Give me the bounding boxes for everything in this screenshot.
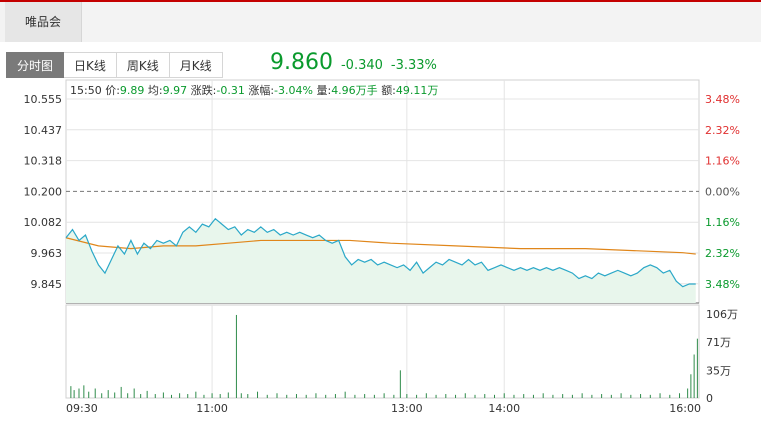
period-tabs: 分时图 日K线 周K线 月K线 (6, 52, 223, 78)
price-line (65, 217, 696, 288)
tab-intraday[interactable]: 分时图 (6, 52, 65, 78)
tab-monthly-k[interactable]: 月K线 (169, 52, 223, 78)
volume-tick-label: 35万 (706, 364, 731, 377)
info-pct-label: 涨幅: (248, 84, 275, 97)
time-tick-label: 16:00 (669, 402, 701, 415)
pct-tick-label: 2.32% (705, 247, 740, 260)
info-change: -0.31 (216, 84, 245, 97)
price-tick-label: 10.082 (24, 216, 63, 229)
info-avg: 9.97 (162, 84, 188, 97)
price-tick-label: 10.200 (24, 185, 63, 198)
info-amt: 49.11万 (395, 84, 439, 97)
price-change: -0.340 (340, 58, 383, 73)
price-tick-label: 10.437 (24, 124, 63, 137)
pct-tick-label: 3.48% (705, 278, 740, 291)
volume-tick-label: 71万 (706, 336, 731, 349)
info-change-label: 涨跌: (190, 84, 217, 97)
tab-weekly-k[interactable]: 周K线 (116, 52, 170, 78)
top-bar: 唯品会 (0, 0, 761, 42)
time-tick-label: 13:00 (391, 402, 423, 415)
time-tick-label: 14:00 (488, 402, 520, 415)
info-vol: 4.96万手 (331, 84, 378, 97)
time-tick-label: 11:00 (196, 402, 228, 415)
info-price-label: 价: (105, 84, 120, 97)
last-price: 9.860 (270, 50, 333, 75)
info-vol-label: 量: (316, 84, 332, 97)
tab-vipshop[interactable]: 唯品会 (5, 2, 82, 42)
pct-tick-label: 1.16% (705, 216, 740, 229)
volume-panel-frame (65, 304, 700, 399)
price-tick-label: 10.555 (24, 93, 63, 106)
info-time: 15:50 (70, 84, 102, 97)
price-change-pct: -3.33% (390, 58, 437, 73)
pct-tick-label: 0.00% (705, 185, 740, 198)
info-amt-label: 额: (381, 84, 396, 97)
price-area-fill (66, 218, 696, 303)
pct-tick-label: 1.16% (705, 155, 740, 168)
time-tick-label: 09:30 (66, 402, 98, 415)
info-price: 9.89 (119, 84, 145, 97)
quote-summary: 9.860 -0.340 -3.33% (270, 50, 437, 78)
price-tick-label: 9.963 (31, 247, 63, 260)
price-tick-label: 9.845 (31, 278, 63, 291)
info-line: 15:50 价:9.89 均:9.97 涨跌:-0.31 涨幅:-3.04% 量… (70, 82, 438, 98)
pct-tick-label: 3.48% (705, 93, 740, 106)
volume-tick-label: 0 (706, 392, 713, 405)
info-avg-label: 均: (147, 84, 163, 97)
price-tick-label: 10.318 (24, 155, 63, 168)
tab-daily-k[interactable]: 日K线 (64, 52, 117, 78)
info-pct: -3.04% (274, 84, 313, 97)
volume-tick-label: 106万 (706, 308, 738, 321)
pct-tick-label: 2.32% (705, 124, 740, 137)
